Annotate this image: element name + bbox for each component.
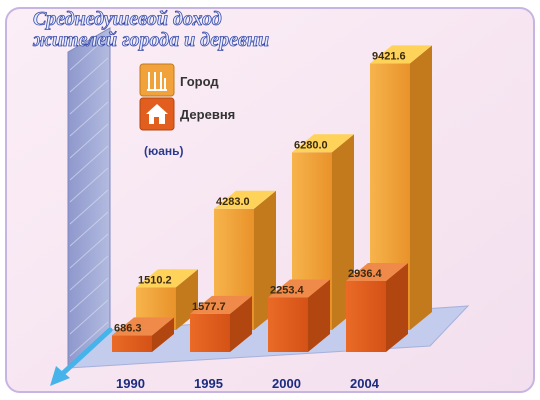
x-axis-labels: 1990 1995 2000 2004 [116, 376, 380, 391]
bar-city-2000-top [292, 134, 354, 153]
data-label-city-2000: 6280.0 [294, 139, 328, 151]
bar-village-1990-front [112, 335, 152, 352]
data-label-city-1995: 4283.0 [216, 196, 250, 208]
bar-village-1990-side [152, 317, 174, 352]
bar-village-2004-top [346, 262, 408, 281]
bar-village-1995-front [190, 313, 230, 352]
data-label-village-1990: 686.3 [114, 322, 142, 334]
chart-title: Среднедушевой доход жителей города и дер… [32, 8, 270, 52]
legend-item-city: Город [139, 63, 219, 97]
category-label-2000: 2000 [272, 376, 301, 391]
bar-city-1995-side [254, 190, 276, 330]
axis-arrow [50, 327, 113, 386]
legend-item-village: Деревня [139, 97, 235, 131]
factory-icon [139, 63, 175, 97]
category-label-2004: 2004 [350, 376, 380, 391]
back-wall [67, 27, 111, 370]
category-label-1995: 1995 [194, 376, 223, 391]
bar-village-2004-side [386, 262, 408, 352]
bar-village-1995-side [230, 295, 252, 352]
data-label-village-2000: 2253.4 [270, 284, 305, 296]
chart-title-line-2: жителей города и деревни [32, 29, 269, 51]
legend: Город Деревня (юань) [139, 63, 235, 158]
data-label-village-2004: 2936.4 [348, 268, 383, 280]
legend-label-city: Город [180, 74, 219, 89]
bar-village-1990 [112, 317, 174, 352]
bar-city-2004-top [370, 45, 432, 64]
chart-title-line-1: Среднедушевой доход [33, 8, 222, 30]
bar-village-2000 [268, 279, 330, 352]
unit-label: (юань) [144, 144, 184, 158]
bar-village-1995-top [190, 295, 252, 314]
bar-village-2000-side [308, 279, 330, 352]
bar-village-2004-front [346, 280, 386, 352]
bars-layer: 1510.2 4283.0 6280.0 9421.6 686.3 1577.7 2253.… [112, 45, 432, 352]
data-label-city-1990: 1510.2 [138, 274, 172, 286]
bar-city-2004-side [410, 45, 432, 331]
bar-village-2000-top [268, 279, 330, 298]
data-label-village-1995: 1577.7 [192, 301, 226, 313]
bar-village-1995 [190, 295, 252, 352]
bar-village-2004 [346, 262, 408, 352]
category-label-1990: 1990 [116, 376, 145, 391]
bar-village-2000-front [268, 297, 308, 352]
data-label-city-2004: 9421.6 [372, 50, 406, 62]
bar-city-1990-top [136, 269, 198, 288]
bar-city-1995-top [214, 190, 276, 209]
bar-village-1990-top [112, 317, 174, 336]
legend-label-village: Деревня [180, 107, 235, 122]
